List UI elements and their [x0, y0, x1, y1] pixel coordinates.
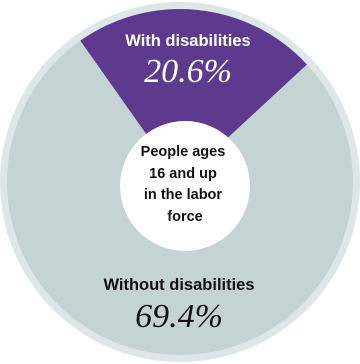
center-label-line-1: People ages [141, 144, 226, 160]
value-without-disabilities: 69.4% [135, 298, 223, 335]
center-circle [120, 121, 250, 251]
slice-with-disabilities [80, 8, 307, 182]
center-label-line-4: force [167, 209, 202, 225]
value-with-disabilities: 20.6% [144, 53, 232, 90]
center-label: People ages 16 and up in the labor force [141, 144, 230, 225]
center-label-line-2: 16 and up [149, 166, 217, 182]
center-label-line-3: in the labor [144, 187, 223, 203]
label-without-disabilities: Without disabilities [103, 276, 254, 294]
label-with-disabilities: With disabilities [125, 32, 250, 50]
